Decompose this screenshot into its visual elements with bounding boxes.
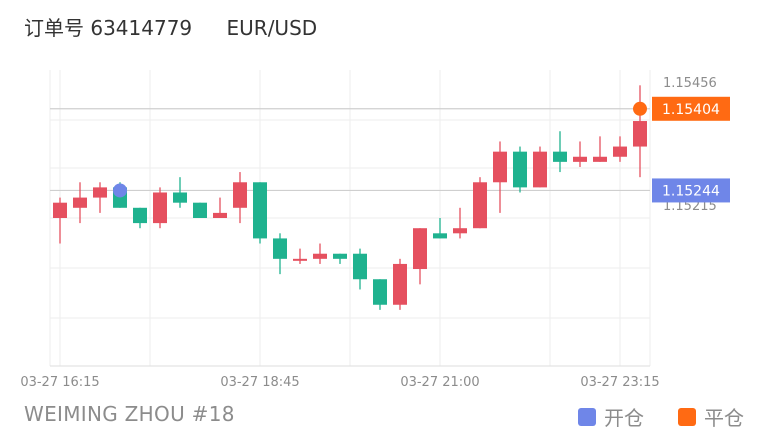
currency-pair: EUR/USD [226, 16, 318, 40]
y-tick-label: 1.15215 [663, 199, 717, 214]
x-tick-label: 03-27 21:00 [400, 375, 479, 390]
legend-close: 平仓 [678, 402, 744, 431]
candle-body [553, 151, 567, 162]
candle-body [393, 263, 407, 305]
candle-body [353, 253, 367, 280]
candle-body [633, 121, 647, 147]
order-number: 订单号 63414779 [24, 16, 193, 40]
y-tick-label: 1.15456 [663, 76, 717, 91]
x-tick-label: 03-27 23:15 [580, 375, 659, 390]
x-tick-label: 03-27 16:15 [20, 375, 99, 390]
price-label-badge [652, 96, 730, 121]
candle-body [373, 279, 387, 305]
price-label-text: 1.15404 [662, 102, 720, 118]
candle-body [213, 212, 227, 218]
candle-body [193, 202, 207, 218]
open-swatch [578, 407, 596, 426]
candle-body [533, 151, 547, 188]
page-title: 订单号 63414779 EUR/USD [24, 12, 317, 41]
candle-body [173, 192, 187, 203]
candle-body [153, 192, 167, 224]
legend-close-label: 平仓 [704, 406, 744, 430]
legend-open-label: 开仓 [604, 406, 644, 430]
candle-body [53, 202, 67, 218]
candle-body [273, 238, 287, 259]
candle-body [413, 228, 427, 270]
candle-body [613, 146, 627, 157]
candle-body [573, 156, 587, 162]
candle-body [93, 187, 107, 198]
candle-body [493, 151, 507, 183]
candle-body [73, 197, 87, 208]
candle-body [133, 207, 147, 224]
close-position-marker [633, 101, 647, 116]
candle-body [313, 253, 327, 259]
candle-body [473, 182, 487, 229]
legend-open: 开仓 [578, 402, 644, 431]
candle-body [453, 228, 467, 234]
x-tick-label: 03-27 18:45 [220, 375, 299, 390]
candle-body [513, 151, 527, 188]
open-position-marker [113, 183, 127, 198]
candle-body [593, 156, 607, 162]
candle-body [253, 182, 267, 239]
author-label: WEIMING ZHOU #18 [24, 402, 235, 426]
candle-body [233, 182, 247, 208]
close-swatch [678, 407, 696, 426]
candle-body [433, 233, 447, 239]
price-label-text: 1.15244 [662, 183, 720, 199]
price-label-badge [652, 178, 730, 203]
candle-body [333, 253, 347, 259]
candle-body [293, 258, 307, 261]
